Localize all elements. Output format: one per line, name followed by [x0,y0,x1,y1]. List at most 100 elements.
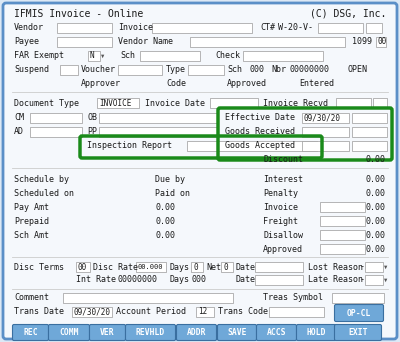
Text: 0.00: 0.00 [155,202,175,211]
Text: EXIT: EXIT [348,328,368,337]
Text: Lost Reason: Lost Reason [308,263,363,272]
Bar [302,127,349,137]
Text: Document Type: Document Type [14,98,79,107]
Bar [255,262,303,272]
Bar [196,307,214,317]
Text: Late Reason: Late Reason [308,276,363,285]
Text: 00000000: 00000000 [118,276,158,285]
Bar [365,275,383,285]
Text: (C) DSG, Inc.: (C) DSG, Inc. [310,9,386,19]
Text: Comment: Comment [14,293,49,303]
Bar [373,98,387,108]
Bar [336,98,371,108]
Text: CT#: CT# [260,24,275,32]
FancyBboxPatch shape [3,3,397,339]
Text: INVOICE: INVOICE [99,98,131,107]
Text: CM: CM [14,114,24,122]
Text: Freight: Freight [263,216,298,225]
Text: IFMIS Invoice - Online: IFMIS Invoice - Online [14,9,143,19]
Text: 0.00: 0.00 [366,174,386,184]
Text: Days: Days [169,263,189,272]
Text: Code: Code [166,79,186,88]
Bar [136,262,166,272]
Text: 0.00: 0.00 [155,216,175,225]
Text: 0.00: 0.00 [366,216,386,225]
Text: AD: AD [14,128,24,136]
Text: Discount: Discount [263,156,303,165]
Text: Voucher: Voucher [81,66,116,75]
Text: VER: VER [100,328,115,337]
Text: Schedule by: Schedule by [14,174,69,184]
FancyBboxPatch shape [90,325,126,341]
Bar [221,262,233,272]
Text: SAVE: SAVE [227,328,247,337]
Bar [99,113,217,123]
Text: OB: OB [87,114,97,122]
Text: Suspend: Suspend [14,66,49,75]
Text: 000: 000 [191,276,206,285]
Text: ACCS: ACCS [267,328,286,337]
Bar [187,141,317,151]
Text: Int Rate: Int Rate [76,276,116,285]
Bar [63,293,233,303]
Text: Payee: Payee [14,38,39,47]
Text: Date: Date [236,276,256,285]
Bar [88,51,100,61]
Text: 0.00: 0.00 [155,231,175,239]
Bar [366,23,382,33]
Text: Invoice Recvd: Invoice Recvd [263,98,328,107]
Text: Approved: Approved [263,245,303,253]
Bar [60,65,78,75]
Bar [302,141,349,151]
FancyBboxPatch shape [334,304,384,321]
Text: Approver: Approver [81,79,121,88]
Bar [318,23,363,33]
FancyBboxPatch shape [126,325,176,341]
FancyBboxPatch shape [256,325,296,341]
Text: Invoice: Invoice [263,202,298,211]
Text: Disc Rate: Disc Rate [93,263,138,272]
Text: 00: 00 [78,263,87,272]
Text: Trans Code: Trans Code [218,307,268,316]
Text: Scheduled on: Scheduled on [14,188,74,197]
Bar [76,262,90,272]
Text: Disallow: Disallow [263,231,303,239]
Bar [255,275,303,285]
Bar [376,37,386,47]
Bar [57,23,112,33]
Text: Vendor: Vendor [14,24,44,32]
Text: W-20-V-: W-20-V- [278,24,313,32]
Text: ▼: ▼ [384,264,387,269]
Bar [57,37,112,47]
Text: 12: 12 [198,307,207,316]
Text: FAR Exempt: FAR Exempt [14,52,64,61]
Bar [72,307,112,317]
Text: OP-CL: OP-CL [347,308,371,317]
Bar [188,65,224,75]
Text: PP: PP [87,128,97,136]
Text: Inspection Report: Inspection Report [87,142,172,150]
Text: 00000000: 00000000 [289,66,329,75]
Text: ADDR: ADDR [187,328,206,337]
Bar [352,113,387,123]
Text: ▼: ▼ [101,53,104,58]
Bar [320,216,365,226]
Text: Entered: Entered [299,79,334,88]
Text: 0.00: 0.00 [366,202,386,211]
Bar [320,230,365,240]
Text: 000: 000 [250,66,265,75]
Text: 09/30/20: 09/30/20 [304,114,341,122]
Bar [320,244,365,254]
Text: Type: Type [166,66,186,75]
Text: Pay Amt: Pay Amt [14,202,49,211]
Text: 09/30/20: 09/30/20 [74,307,111,316]
Bar [210,98,258,108]
Text: Net: Net [206,263,221,272]
Text: Sch Amt: Sch Amt [14,231,49,239]
Bar [352,127,387,137]
Text: OPEN: OPEN [347,66,367,75]
FancyBboxPatch shape [296,325,336,341]
Bar [30,127,82,137]
Text: 1099: 1099 [352,38,372,47]
Bar [302,113,349,123]
